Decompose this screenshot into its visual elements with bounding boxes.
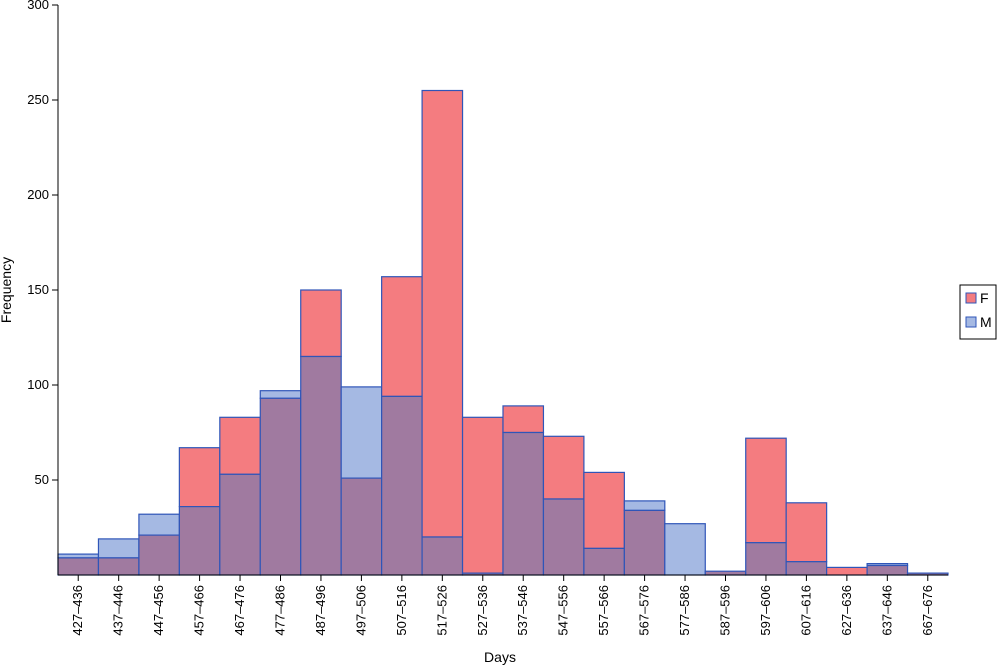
x-tick-label-8: 507–516 [394,585,409,636]
bar-overlap-5 [259,397,302,576]
y-tick-label-0: 50 [35,472,49,487]
bar-overlap-12 [542,498,585,576]
bar-m-14 [623,500,666,511]
legend-swatch-f [965,292,977,304]
bar-f-9 [421,89,464,538]
bar-overlap-11 [502,431,545,576]
bar-overlap-3 [178,506,221,576]
x-tick-label-3: 457–466 [192,585,207,636]
bar-overlap-1 [97,557,140,576]
x-tick-label-10: 527–536 [475,585,490,636]
bar-f-3 [178,447,221,508]
x-tick-label-12: 547–556 [556,585,571,636]
legend-swatch-m [965,316,977,328]
bar-overlap-20 [866,564,909,576]
bar-f-11 [502,405,545,434]
bar-f-17 [745,437,787,544]
x-axis: 427–436 437–446 447–456 457–466 467–476 477–4… [58,574,948,636]
legend: FM [959,284,997,340]
bar-overlap-17 [745,542,787,576]
bar-overlap-8 [381,395,423,576]
x-tick-label-2: 447–456 [151,585,166,636]
x-tick-label-14: 567–576 [637,585,652,636]
bar-overlap-18 [785,561,828,576]
bar-overlap-6 [300,355,342,576]
bar-f-18 [785,502,828,563]
y-tick-label-1: 100 [27,377,49,392]
bar-overlap-4 [219,473,261,576]
bar-m-1 [97,538,140,559]
bar-f-8 [381,276,423,398]
y-axis-title: Frequency [0,257,14,323]
bar-overlap-13 [583,547,625,576]
bar-f-13 [583,471,625,549]
x-tick-label-18: 607–616 [798,585,813,636]
x-tick-label-17: 597–606 [758,585,773,636]
x-tick-label-11: 537–546 [515,585,530,636]
y-axis: 50 100 150 200 250 300 [27,0,59,575]
x-axis-title: Days [484,649,516,665]
y-tick-label-3: 200 [27,187,49,202]
x-tick-label-19: 627–636 [839,585,854,636]
bar-overlap-0 [57,557,100,576]
bar-m-15 [664,523,706,576]
bar-f-19 [826,566,868,576]
bars-group [57,89,949,576]
x-tick-label-9: 517–526 [434,585,449,636]
bar-f-4 [219,416,261,475]
x-tick-label-16: 587–596 [718,585,733,636]
legend-label-m: M [980,314,992,330]
y-tick-label-4: 250 [27,92,49,107]
x-tick-label-7: 497–506 [353,585,368,636]
legend-box [959,284,997,340]
y-tick-label-5: 300 [27,0,49,12]
x-tick-label-15: 577–586 [677,585,692,636]
bar-overlap-7 [340,477,383,576]
x-tick-label-5: 477–486 [273,585,288,636]
bar-f-10 [461,416,504,574]
bar-m-7 [340,386,383,479]
bar-f-12 [542,435,585,500]
bar-overlap-16 [704,570,747,576]
bar-overlap-9 [421,536,464,576]
x-tick-label-1: 437–446 [111,585,126,636]
bar-m-5 [259,390,302,399]
bar-m-2 [138,513,180,536]
x-tick-label-6: 487–496 [313,585,328,636]
y-tick-label-2: 150 [27,282,49,297]
x-tick-label-13: 557–566 [596,585,611,636]
x-tick-label-0: 427–436 [70,585,85,636]
bar-overlap-2 [138,534,180,576]
x-tick-label-20: 637–646 [879,585,894,636]
x-tick-label-21: 667–676 [920,585,935,636]
bar-overlap-14 [623,509,666,576]
bar-f-6 [300,289,342,358]
x-tick-label-4: 467–476 [232,585,247,636]
legend-label-f: F [980,290,989,306]
